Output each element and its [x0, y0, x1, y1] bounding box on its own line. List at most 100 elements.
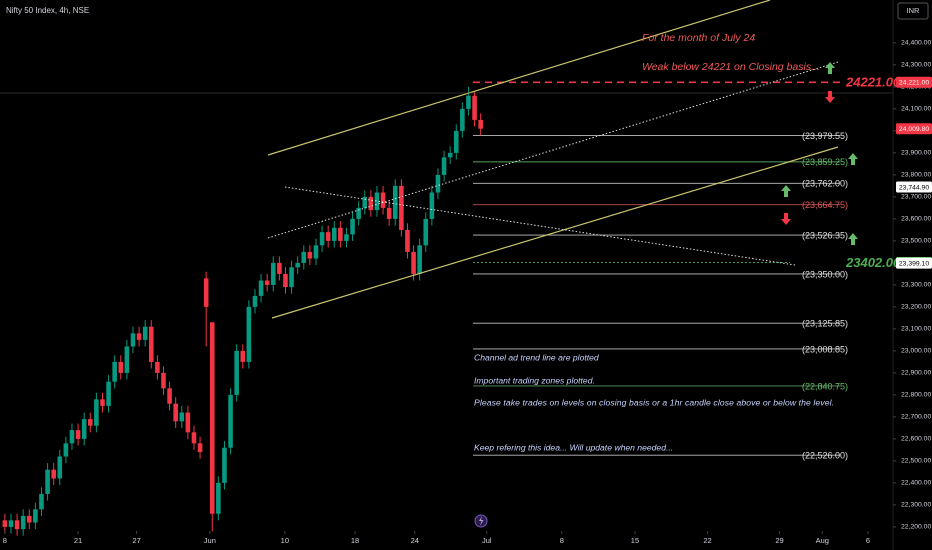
price-badge-label: 23,744.90: [899, 184, 929, 191]
candle-body: [429, 192, 435, 219]
candle-body: [331, 227, 337, 241]
candle-body: [466, 95, 471, 109]
y-tick-label: 22,600.00: [901, 436, 931, 443]
price-badge-label: 24,221.00: [899, 80, 929, 87]
candle-body: [51, 469, 56, 479]
level-label: (23,664.75): [802, 200, 848, 210]
arrow-up: [848, 233, 858, 245]
y-tick-label: 22,400.00: [901, 480, 931, 487]
y-tick-label: 22,300.00: [901, 502, 931, 509]
arrow-down: [781, 213, 791, 225]
y-tick-label: 23,900.00: [901, 150, 931, 157]
channel-upper: [267, 0, 771, 156]
candle-body: [228, 394, 233, 448]
candle-body: [338, 227, 343, 241]
y-tick-label: 22,800.00: [901, 392, 931, 399]
level-label: (23,350.00): [802, 269, 848, 279]
x-tick-label: 24: [411, 536, 419, 545]
candle-body: [368, 196, 374, 211]
x-tick-label: Aug: [816, 536, 829, 545]
candle-body: [472, 95, 477, 120]
arrow-up: [781, 185, 791, 197]
candle-body: [167, 388, 172, 404]
candle-body: [258, 280, 264, 296]
candle-body: [417, 245, 422, 274]
y-tick-label: 22,900.00: [901, 370, 931, 377]
candle-body: [75, 430, 81, 439]
x-tick-label: 21: [74, 536, 82, 545]
annotation: For the month of July 24: [642, 32, 755, 44]
candle-body: [435, 174, 441, 193]
candle-body: [313, 245, 319, 259]
trend-dotted: [267, 61, 839, 239]
x-tick-label: 22: [703, 536, 711, 545]
arrows: [781, 62, 858, 245]
candle-body: [405, 229, 410, 252]
candle-body: [106, 381, 111, 406]
candle-body: [447, 152, 453, 158]
level-label: (23,859.25): [802, 157, 848, 167]
candle-body: [191, 432, 197, 444]
candle-body: [112, 361, 117, 382]
candle-body: [216, 482, 221, 514]
candle-body: [81, 419, 87, 439]
candle-body: [270, 262, 276, 285]
level-label: (22,526.00): [802, 451, 848, 461]
candle-body: [45, 469, 50, 494]
level-label: (23,979.55): [802, 131, 848, 141]
candle-body: [386, 207, 392, 219]
candle-body: [392, 185, 398, 219]
x-tick-label: 8: [3, 536, 7, 545]
candle-body: [356, 207, 361, 219]
price-badge-label: 23,399.10: [899, 260, 929, 267]
candle-body: [94, 399, 99, 426]
level-label: (23,762.00): [802, 179, 848, 189]
candle-body: [203, 278, 209, 307]
candle-body: [20, 515, 26, 530]
level-label: (23,526.35): [802, 230, 848, 240]
candle-body: [209, 322, 215, 514]
candle-body: [319, 232, 325, 246]
candle-body: [179, 412, 185, 422]
price-badge: [896, 76, 932, 88]
candle-body: [252, 295, 258, 307]
level-label: (23,125.85): [802, 319, 848, 329]
candle-body: [399, 185, 404, 230]
event-icon-bolt: [479, 516, 484, 526]
plot-area: [2, 81, 840, 536]
candle-body: [161, 372, 166, 389]
candle-body: [8, 520, 14, 527]
price-badge: [896, 257, 932, 269]
candle-body: [142, 326, 148, 340]
candle-body: [344, 234, 349, 241]
candle-body: [222, 447, 227, 483]
candle-body: [264, 280, 270, 285]
candle-body: [289, 267, 294, 288]
candle-body: [277, 262, 282, 274]
candle-body: [14, 520, 20, 530]
y-tick-label: 24,100.00: [901, 106, 931, 113]
channel-lower: [271, 146, 839, 319]
candle-body: [197, 443, 203, 453]
candle-body: [57, 456, 63, 479]
candle-body: [173, 403, 178, 422]
candle-body: [69, 430, 75, 444]
candle-body: [362, 196, 368, 208]
annotation: Weak below 24221 on Closing basis...: [642, 61, 820, 73]
currency-box[interactable]: [897, 2, 929, 20]
y-tick-label: 23,100.00: [901, 326, 931, 333]
candle-body: [478, 119, 483, 129]
candle-body: [118, 361, 124, 373]
candle-body: [26, 515, 32, 523]
currency[interactable]: INR: [907, 6, 921, 15]
candle-body: [350, 218, 355, 235]
y-tick-label: 24,400.00: [901, 40, 931, 47]
x-tick-label: 8: [560, 536, 564, 545]
y-tick-label: 23,500.00: [901, 238, 931, 245]
candle-body: [295, 262, 300, 268]
y-tick-label: 23,600.00: [901, 216, 931, 223]
x-tick-label: 27: [132, 536, 140, 545]
x-tick-label: 10: [281, 536, 289, 545]
